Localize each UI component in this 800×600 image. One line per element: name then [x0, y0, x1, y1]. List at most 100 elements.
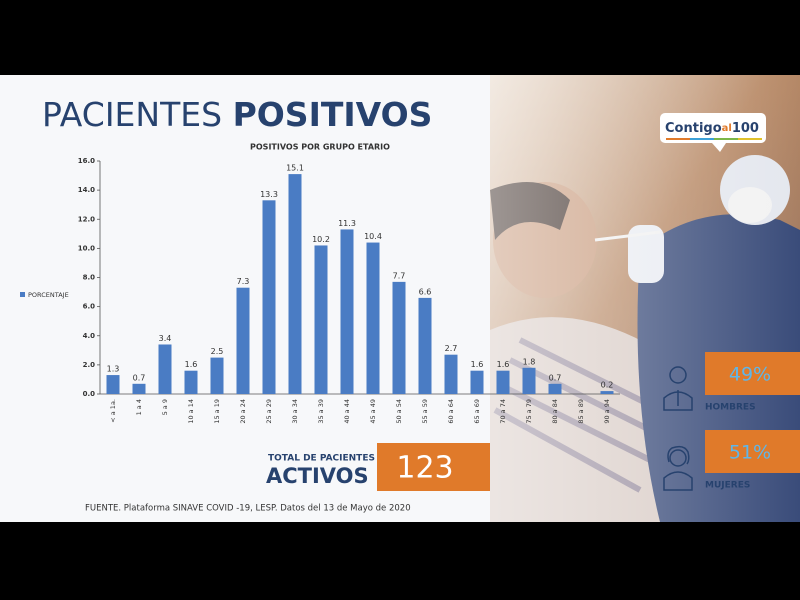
- x-tick-label: 1 a 4: [135, 399, 143, 415]
- title-bold: POSITIVOS: [233, 95, 433, 134]
- x-tick-label: 30 a 34: [291, 399, 299, 424]
- logo-stripe: [714, 138, 738, 140]
- woman-icon: [663, 445, 693, 491]
- value-label: 11.3: [338, 219, 356, 228]
- logo-stripe: [690, 138, 714, 140]
- bar: [236, 287, 250, 394]
- x-tick-label: < a 1a.: [109, 399, 117, 423]
- title-light: PACIENTES: [42, 95, 222, 134]
- bar: [522, 367, 536, 394]
- bar: [262, 200, 276, 394]
- logo-pointer: [712, 143, 726, 152]
- x-tick-label: 70 a 74: [499, 399, 507, 424]
- summary-label-bold: ACTIVOS: [266, 464, 369, 488]
- x-tick-label: 75 a 79: [525, 399, 533, 424]
- value-label: 0.7: [133, 373, 146, 382]
- gender-box: [705, 352, 800, 395]
- value-label: 6.6: [419, 287, 432, 296]
- value-label: 2.5: [211, 347, 224, 356]
- bar: [106, 375, 120, 394]
- x-tick-label: 10 a 14: [187, 399, 195, 424]
- value-label: 3.4: [159, 334, 172, 343]
- bar: [184, 370, 198, 394]
- value-label: 7.3: [237, 277, 250, 286]
- bar: [314, 245, 328, 394]
- bar: [340, 229, 354, 394]
- value-label: 1.8: [523, 357, 536, 366]
- value-label: 2.7: [445, 344, 458, 353]
- logo-part: al: [722, 123, 732, 134]
- bar: [470, 370, 484, 394]
- logo-part: 100: [732, 121, 759, 136]
- plot: 0.0 2.0 4.0 6.0 8.0 10.0 12.0 14.0 16.0 < a 1a. 1.…: [78, 157, 620, 424]
- x-tick-label: 50 a 54: [395, 399, 403, 424]
- value-label: 13.3: [260, 190, 278, 199]
- source: FUENTE. Plataforma SINAVE COVID -19, LES…: [85, 504, 411, 514]
- bar: [418, 297, 432, 394]
- x-tick-label: 85 a 89: [577, 399, 585, 424]
- bar: [496, 370, 510, 394]
- legend-swatch: [20, 292, 25, 297]
- gender-percent: 49%: [729, 364, 771, 386]
- logo-stripe: [666, 138, 690, 140]
- bar: [366, 242, 380, 394]
- title: PACIENTES POSITIVOS: [42, 95, 432, 134]
- value-label: 1.6: [497, 360, 510, 369]
- logo-part: Contigo: [665, 121, 722, 136]
- gender-percent: 51%: [729, 442, 771, 464]
- x-tick-label: 15 a 19: [213, 399, 221, 424]
- summary-label: TOTAL DE PACIENTES: [268, 454, 375, 464]
- x-tick-label: 45 a 49: [369, 399, 377, 424]
- gender-label: MUJERES: [705, 481, 750, 491]
- bar: [392, 281, 406, 394]
- value-label: 0.7: [549, 373, 562, 382]
- y-tick-label: 0.0: [83, 390, 96, 398]
- legend-label: PORCENTAJE: [28, 291, 69, 299]
- logo: Contigoal100: [665, 121, 759, 136]
- photo: [490, 75, 800, 522]
- y-tick-label: 12.0: [78, 215, 95, 223]
- logo-stripe: [738, 138, 762, 140]
- value-label: 10.2: [312, 235, 330, 244]
- x-tick-label: 90 a 94: [603, 399, 611, 424]
- bar: [444, 354, 458, 394]
- x-tick-label: 55 a 59: [421, 399, 429, 424]
- bar: [600, 391, 614, 394]
- x-tick-label: 40 a 44: [343, 399, 351, 424]
- logo-box: [660, 113, 766, 143]
- bar: [548, 383, 562, 394]
- value-label: 15.1: [286, 164, 304, 173]
- y-tick-label: 2.0: [83, 361, 96, 369]
- gender-label: HOMBRES: [705, 403, 756, 413]
- x-tick-label: 20 a 24: [239, 399, 247, 424]
- value-label: 10.4: [364, 232, 382, 241]
- gender-box: [705, 430, 800, 473]
- value-label: 1.6: [185, 360, 198, 369]
- value-label: 1.3: [107, 365, 120, 374]
- value-label: 7.7: [393, 271, 406, 280]
- y-tick-label: 6.0: [83, 303, 96, 311]
- x-tick-label: 25 a 29: [265, 399, 273, 424]
- summary-value: 123: [396, 451, 453, 486]
- x-tick-label: 35 a 39: [317, 399, 325, 424]
- bar: [132, 383, 146, 394]
- summary-box: [377, 443, 490, 491]
- y-tick-label: 8.0: [83, 274, 96, 282]
- bar: [158, 344, 172, 394]
- value-label: 1.6: [471, 360, 484, 369]
- chart-title: POSITIVOS POR GRUPO ETARIO: [250, 143, 390, 152]
- x-tick-label: 60 a 64: [447, 399, 455, 424]
- y-tick-label: 10.0: [78, 244, 95, 252]
- x-tick-label: 65 a 69: [473, 399, 481, 424]
- y-tick-label: 14.0: [78, 186, 95, 194]
- bar: [210, 357, 224, 394]
- x-tick-label: 5 a 9: [161, 399, 169, 415]
- y-tick-label: 16.0: [78, 157, 95, 165]
- bar: [288, 174, 302, 394]
- man-icon: [663, 366, 693, 411]
- value-label: 0.2: [601, 381, 614, 390]
- x-tick-label: 80 a 84: [551, 399, 559, 424]
- y-tick-label: 4.0: [83, 332, 96, 340]
